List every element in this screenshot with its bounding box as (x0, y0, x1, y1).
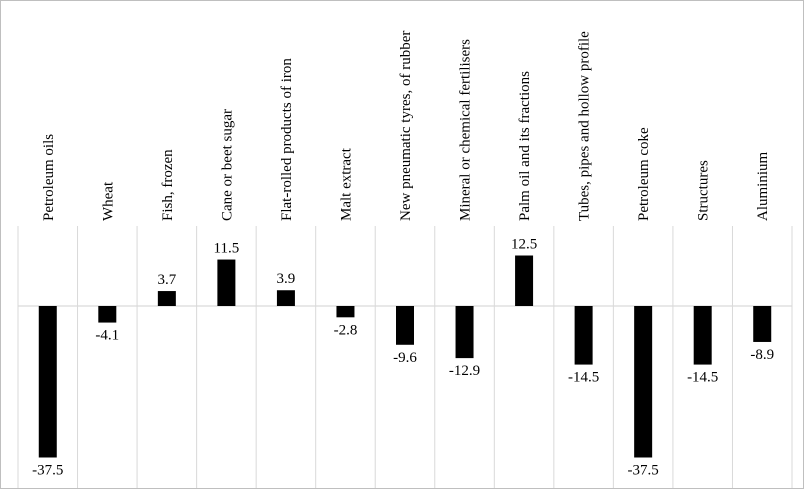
bar-6 (336, 306, 355, 318)
bar-10 (574, 306, 593, 365)
data-label: -12.9 (449, 363, 480, 379)
data-label: -2.8 (334, 322, 358, 338)
bar-5 (276, 290, 295, 306)
bar-11 (634, 306, 653, 458)
category-label: Fish, frozen (160, 149, 176, 221)
category-label: Mineral or chemical fertilisers (458, 39, 474, 221)
category-label: Palm oil and its fractions (517, 71, 533, 221)
bar-7 (396, 306, 414, 345)
category-label: Tubes, pipes and hollow profile (577, 31, 593, 221)
bar-3 (157, 291, 176, 306)
category-label: Cane or beet sugar (219, 109, 235, 221)
bar-4 (217, 259, 236, 306)
bar-2 (98, 306, 117, 323)
bar-8 (455, 306, 474, 359)
category-label: Flat-rolled products of iron (279, 58, 295, 221)
data-label: 3.9 (277, 271, 296, 287)
category-label: Petroleum oils (41, 134, 57, 221)
category-label: New pneumatic tyres, of rubber (398, 31, 414, 221)
category-label: Petroleum coke (636, 127, 652, 221)
data-label: 11.5 (214, 241, 240, 257)
data-label: 12.5 (511, 237, 537, 253)
bar-12 (693, 306, 712, 365)
data-label: 3.7 (157, 272, 176, 288)
bar-9 (515, 255, 534, 306)
data-label: -37.5 (628, 463, 659, 479)
category-label: Aluminium (755, 151, 771, 221)
bar-13 (753, 306, 772, 342)
data-label: -9.6 (393, 350, 417, 366)
data-label: -4.1 (95, 328, 119, 344)
category-label: Structures (696, 160, 712, 221)
data-label: -14.5 (568, 370, 599, 386)
data-label: -8.9 (750, 347, 774, 363)
data-label: -14.5 (687, 370, 718, 386)
category-label: Malt extract (338, 147, 354, 221)
bar-1 (38, 306, 57, 458)
data-label: -37.5 (32, 463, 63, 479)
category-label: Wheat (100, 181, 116, 221)
